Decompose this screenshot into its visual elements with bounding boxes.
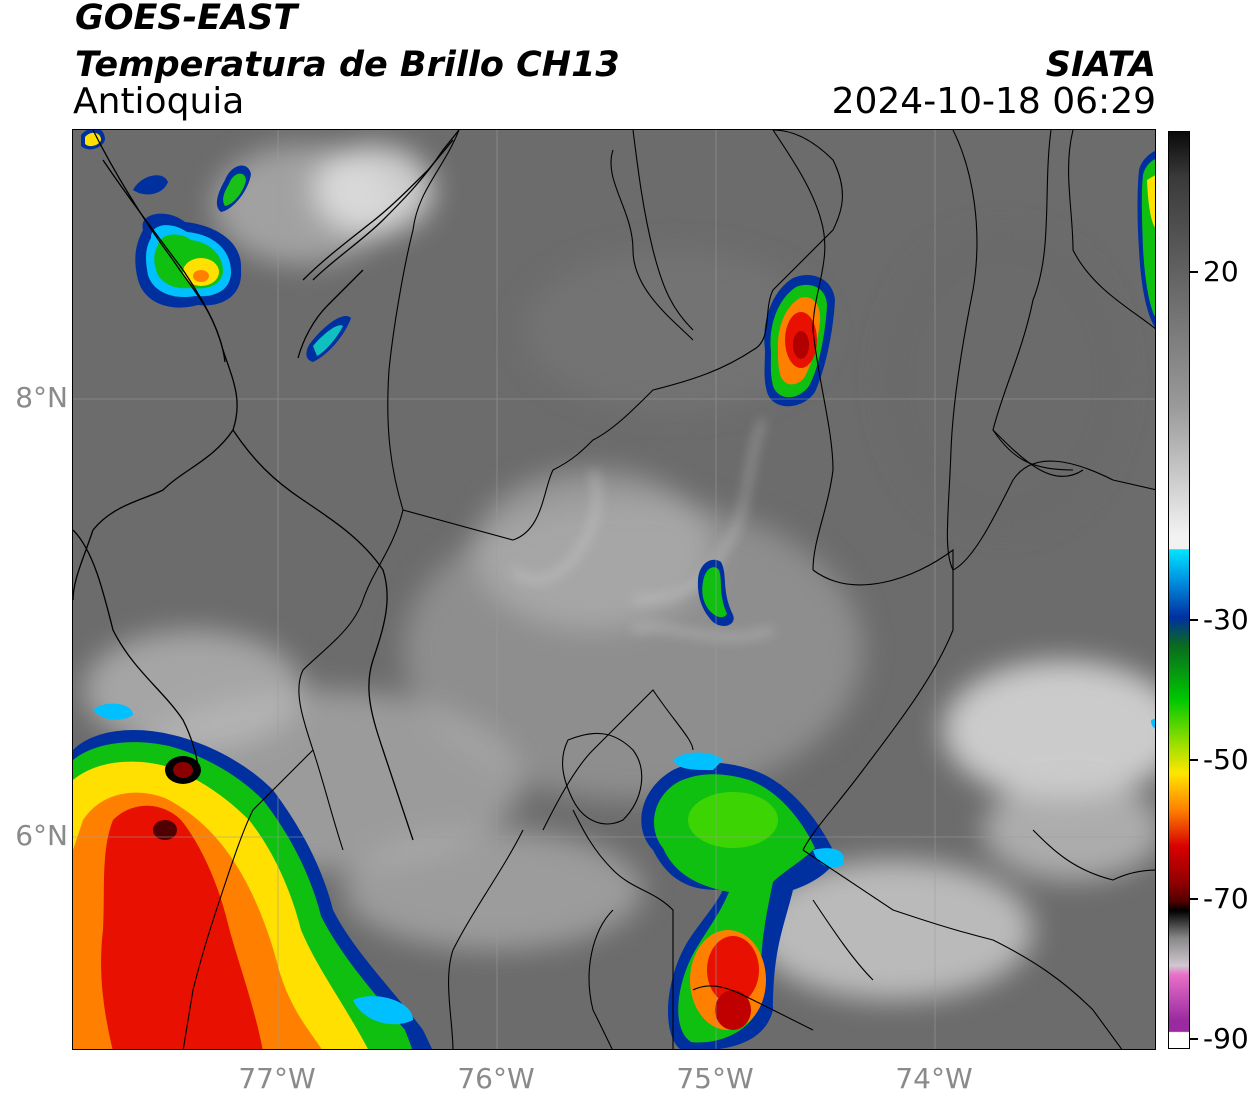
map-panel[interactable]: [72, 129, 1156, 1050]
storm-cell-southwest: [73, 703, 433, 1049]
colorbar-tick-minus70: [1190, 898, 1198, 900]
cloud-streaks: [511, 419, 774, 639]
lat-label-8n: 8°N: [15, 381, 68, 414]
brand-label: SIATA: [1045, 45, 1156, 85]
colorbar-tick-minus50: [1190, 759, 1198, 761]
colorbar-tick-20: [1190, 271, 1198, 273]
colorbar-tick-minus90: [1190, 1038, 1198, 1040]
colorbar-label-minus90: -90: [1203, 1022, 1249, 1055]
storm-cell-south: [641, 752, 844, 1049]
lon-label-74w: 74°W: [895, 1062, 973, 1095]
map-canvas: [73, 130, 1155, 1049]
title-product: Temperatura de Brillo CH13: [75, 45, 620, 85]
colorbar-tick-minus30: [1190, 619, 1198, 621]
lat-label-6n: 6°N: [15, 819, 68, 852]
coastline: [73, 130, 460, 841]
colorbar-label-20: 20: [1203, 255, 1239, 288]
colorbar-label-minus30: -30: [1203, 603, 1249, 636]
storm-cell-north: [764, 274, 835, 407]
colorbar-label-minus50: -50: [1203, 743, 1249, 776]
storm-cell-east-edge: [1137, 150, 1155, 729]
lon-label-76w: 76°W: [457, 1062, 535, 1095]
political-borders: [182, 130, 1155, 1049]
gridlines: [73, 130, 1155, 1049]
colorbar: [1168, 131, 1190, 1049]
cloud-texture: [83, 145, 1155, 1000]
timestamp-label: 2024-10-18 06:29: [831, 81, 1156, 122]
colorbar-label-minus70: -70: [1203, 882, 1249, 915]
region-label: Antioquia: [73, 81, 245, 122]
title-satellite: GOES-EAST: [75, 0, 298, 38]
storm-cell-northwest: [81, 130, 351, 362]
lon-label-77w: 77°W: [238, 1062, 316, 1095]
lon-label-75w: 75°W: [676, 1062, 754, 1095]
